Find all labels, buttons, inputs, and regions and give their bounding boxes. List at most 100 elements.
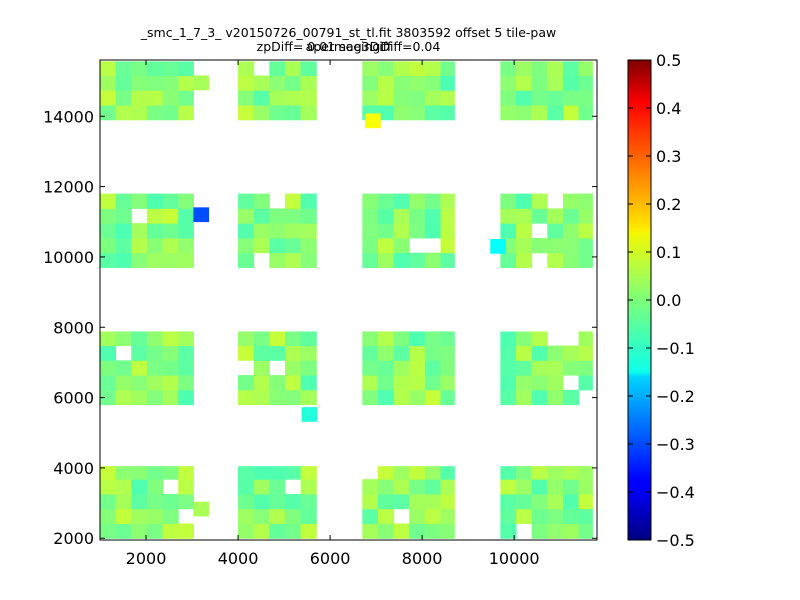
heatmap-cell	[531, 61, 548, 76]
heatmap-cell	[516, 479, 533, 495]
heatmap-cell	[131, 345, 148, 361]
heatmap-cell	[562, 466, 580, 480]
heatmap-cell	[578, 466, 593, 480]
heatmap-cell	[531, 105, 548, 121]
heatmap-cell	[238, 389, 255, 406]
heatmap-cell	[362, 193, 379, 209]
heatmap-cell	[531, 523, 548, 539]
heatmap-cell	[578, 208, 593, 224]
heatmap-cell	[578, 331, 593, 347]
heatmap-cell	[115, 375, 132, 391]
heatmap-cell	[100, 360, 117, 376]
heatmap-cell	[440, 90, 455, 106]
heatmap-cell	[409, 223, 426, 239]
heatmap-cell	[269, 90, 286, 106]
heatmap-cell	[424, 508, 442, 524]
heatmap-cell	[253, 237, 270, 254]
heatmap-cell	[578, 105, 593, 121]
heatmap-cell	[253, 105, 270, 121]
heatmap-cell	[578, 252, 593, 268]
heatmap-cell	[500, 223, 517, 239]
heatmap-cell	[131, 237, 148, 254]
heatmap-cell	[115, 479, 132, 495]
heatmap-cell	[100, 90, 117, 106]
heatmap-cell	[284, 375, 302, 391]
heatmap-cell	[440, 466, 455, 480]
heatmap-cell	[562, 508, 580, 524]
heatmap-cell	[115, 493, 132, 510]
heatmap-cell	[300, 90, 317, 106]
heatmap-cell	[578, 375, 593, 391]
heatmap-cell	[424, 375, 442, 391]
heatmap-cell	[393, 208, 410, 224]
heatmap-cell	[516, 466, 533, 480]
heatmap-cell	[284, 90, 302, 106]
heatmap-cell	[300, 223, 317, 239]
heatmap-cell	[300, 389, 317, 406]
x-tick-label: 4000	[218, 549, 259, 568]
heatmap-cell	[516, 345, 533, 361]
heatmap-cell	[547, 223, 564, 239]
heatmap-cell	[238, 208, 255, 224]
heatmap-cell	[269, 105, 286, 121]
heatmap-cell	[284, 523, 302, 539]
heatmap-cell	[100, 223, 117, 239]
heatmap-cell	[500, 208, 517, 224]
heatmap-cell	[377, 508, 395, 524]
heatmap-cell	[409, 61, 426, 76]
heatmap-cell	[162, 61, 179, 76]
heatmap-cell	[547, 61, 564, 76]
heatmap-cell	[393, 223, 410, 239]
heatmap-cell	[178, 479, 194, 495]
heatmap-cell	[516, 389, 533, 406]
heatmap-cell	[115, 508, 132, 524]
heatmap-cell	[253, 223, 270, 239]
heatmap-cell	[162, 252, 179, 268]
heatmap-cell	[424, 331, 442, 347]
heatmap-cell	[500, 466, 517, 480]
heatmap-cell	[409, 75, 426, 91]
heatmap-cell	[100, 389, 117, 406]
heatmap-cell	[516, 493, 533, 510]
heatmap-cell	[500, 105, 517, 121]
heatmap-cell	[409, 508, 426, 524]
heatmap-cell	[409, 375, 426, 391]
heatmap-cell	[115, 523, 132, 539]
heatmap-cell	[269, 237, 286, 254]
heatmap-cell	[238, 493, 255, 510]
colorbar-tick-label: 0.4	[656, 99, 681, 118]
heatmap-cell	[162, 90, 179, 106]
heatmap-cell	[362, 61, 379, 76]
heatmap-cell	[238, 345, 255, 361]
heatmap-cell	[531, 237, 548, 254]
heatmap-cell	[253, 345, 270, 361]
heatmap-cell	[578, 479, 593, 495]
heatmap-cell	[377, 389, 395, 406]
heatmap-cell	[162, 345, 179, 361]
heatmap-cell	[146, 508, 164, 524]
heatmap-cell	[531, 208, 548, 224]
heatmap-cell	[500, 90, 517, 106]
x-tick-label: 6000	[310, 549, 351, 568]
heatmap-cell	[146, 75, 164, 91]
heatmap-cell	[362, 345, 379, 361]
heatmap-cell	[193, 75, 210, 91]
heatmap-cell	[578, 345, 593, 361]
heatmap-cell	[131, 223, 148, 239]
heatmap-cell	[146, 389, 164, 406]
heatmap-cell	[547, 523, 564, 539]
heatmap-cell	[253, 523, 270, 539]
heatmap-cell	[115, 466, 132, 480]
y-tick-label: 10000	[43, 248, 94, 267]
heatmap-cell	[547, 237, 564, 254]
heatmap-cell	[162, 223, 179, 239]
heatmap-cell	[269, 466, 286, 480]
y-tick-label: 4000	[53, 459, 94, 478]
heatmap-cell	[146, 466, 164, 480]
heatmap-cell	[365, 113, 381, 129]
heatmap-cell	[284, 493, 302, 510]
heatmap-cell	[238, 193, 255, 209]
heatmap-cell	[393, 90, 410, 106]
heatmap-cell	[424, 61, 442, 76]
heatmap-cell	[269, 389, 286, 406]
